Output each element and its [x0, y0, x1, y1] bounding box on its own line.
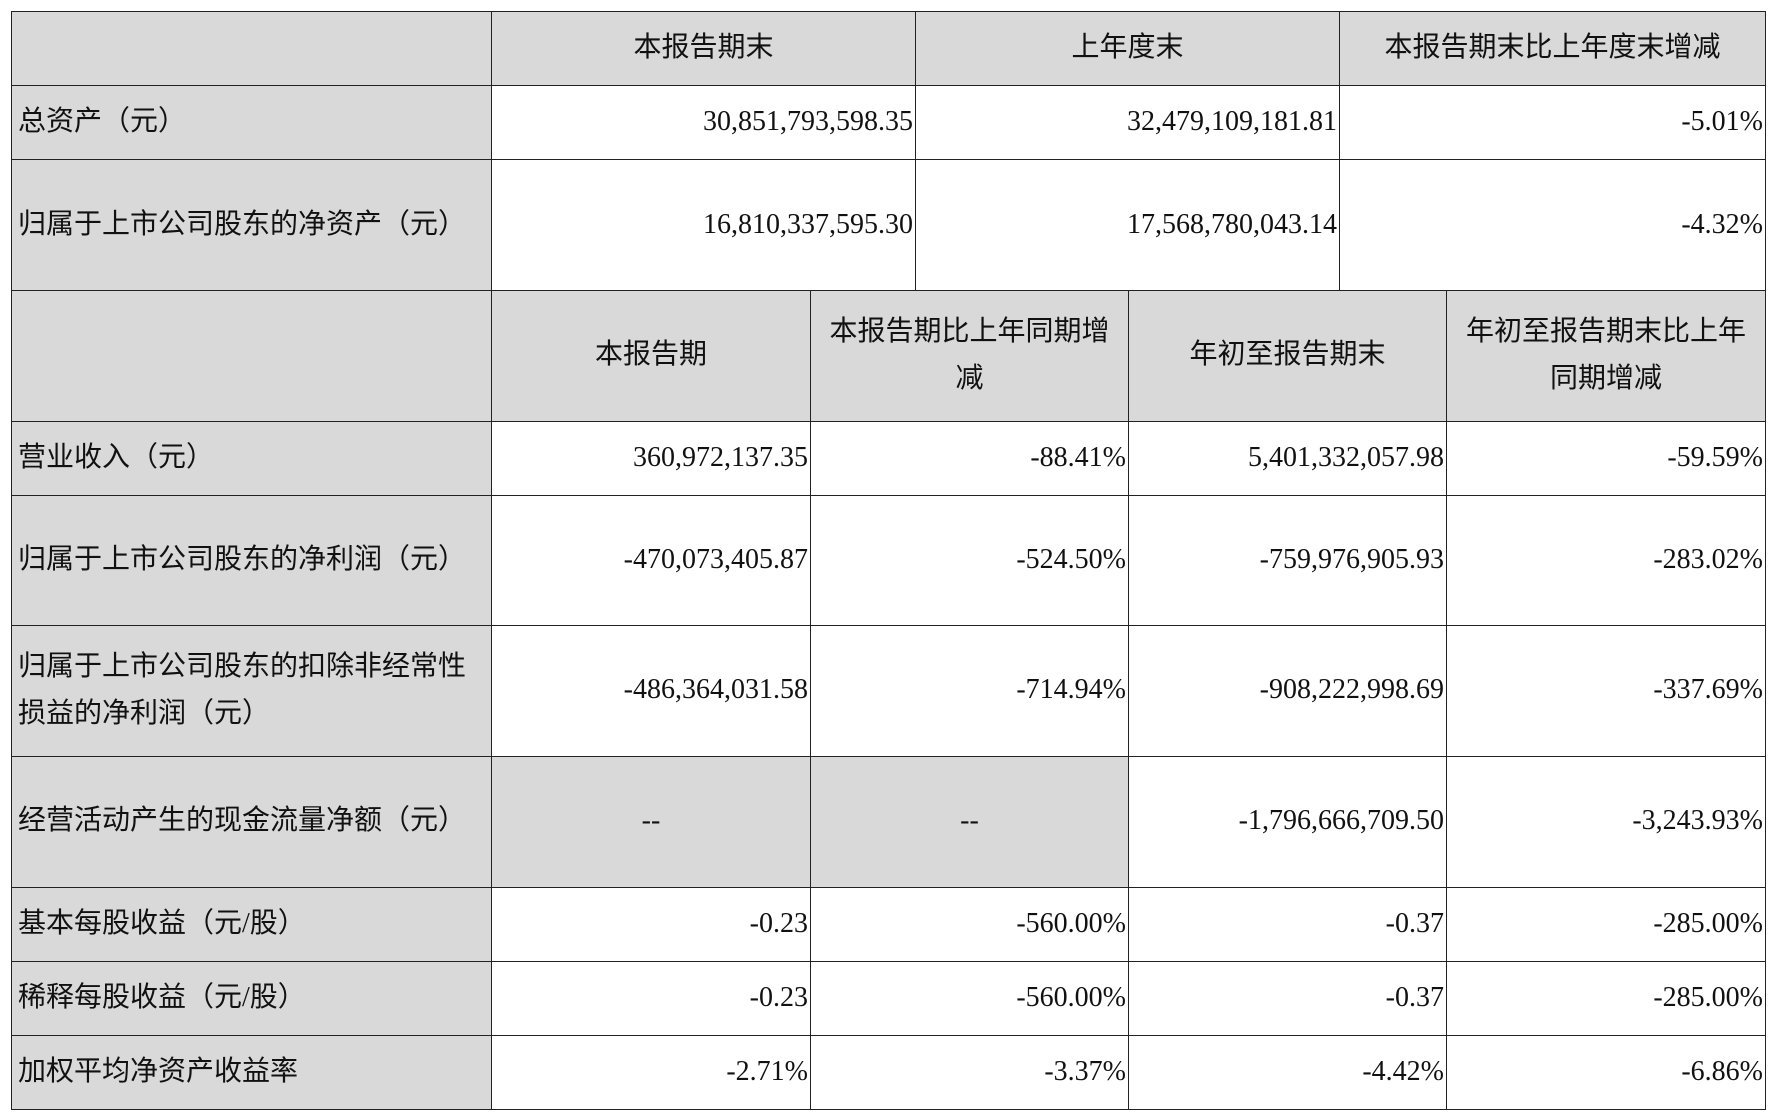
value-cell: 32,479,109,181.81 — [915, 85, 1340, 160]
value-cell: -560.00% — [810, 960, 1129, 1036]
header-row: 本报告期 本报告期比上年同期增减 年初至报告期末 年初至报告期末比上年同期增减 — [11, 289, 1766, 422]
data-row: 归属于上市公司股东的净利润（元） -470,073,405.87 -524.50% -… — [11, 494, 1766, 626]
value-cell: -470,073,405.87 — [491, 494, 811, 626]
value-cell: -337.69% — [1446, 624, 1766, 757]
header-cell: 本报告期末比上年度末增减 — [1339, 11, 1766, 86]
value-cell: -6.86% — [1446, 1034, 1766, 1110]
header-cell: 本报告期 — [491, 289, 811, 422]
value-cell: -759,976,905.93 — [1128, 494, 1447, 626]
value-cell: -88.41% — [810, 420, 1129, 496]
income-table: 本报告期 本报告期比上年同期增减 年初至报告期末 年初至报告期末比上年同期增减 营业收入… — [11, 289, 1766, 1110]
value-cell: -- — [491, 755, 811, 888]
value-cell: -0.23 — [491, 960, 811, 1036]
data-row: 加权平均净资产收益率 -2.71% -3.37% -4.42% -6.86% — [11, 1034, 1766, 1110]
row-label: 经营活动产生的现金流量净额（元） — [11, 755, 492, 888]
value-cell: -714.94% — [810, 624, 1129, 757]
value-cell: -524.50% — [810, 494, 1129, 626]
header-cell: 本报告期比上年同期增减 — [810, 289, 1129, 422]
value-cell: -0.37 — [1128, 886, 1447, 962]
value-cell: -285.00% — [1446, 960, 1766, 1036]
row-label: 归属于上市公司股东的净资产（元） — [11, 159, 492, 291]
data-row: 营业收入（元） 360,972,137.35 -88.41% 5,401,332,05… — [11, 420, 1766, 496]
value-cell: -486,364,031.58 — [491, 624, 811, 757]
header-row: 本报告期末 上年度末 本报告期末比上年度末增减 — [11, 11, 1766, 86]
value-cell: -5.01% — [1339, 85, 1766, 160]
corner-cell — [11, 289, 492, 422]
value-cell: -560.00% — [810, 886, 1129, 962]
value-cell: -2.71% — [491, 1034, 811, 1110]
data-row: 稀释每股收益（元/股） -0.23 -560.00% -0.37 -285.00% — [11, 960, 1766, 1036]
row-label: 总资产（元） — [11, 85, 492, 160]
row-label: 稀释每股收益（元/股） — [11, 960, 492, 1036]
value-cell: -0.23 — [491, 886, 811, 962]
data-row: 基本每股收益（元/股） -0.23 -560.00% -0.37 -285.00% — [11, 886, 1766, 962]
data-row: 总资产（元） 30,851,793,598.35 32,479,109,181.81… — [11, 85, 1766, 160]
value-cell: 17,568,780,043.14 — [915, 159, 1340, 291]
balance-table: 本报告期末 上年度末 本报告期末比上年度末增减 总资产（元） 30,851,793,59… — [11, 11, 1766, 291]
header-cell: 上年度末 — [915, 11, 1340, 86]
value-cell: 5,401,332,057.98 — [1128, 420, 1447, 496]
value-cell: -285.00% — [1446, 886, 1766, 962]
value-cell: -3.37% — [810, 1034, 1129, 1110]
header-cell: 年初至报告期末 — [1128, 289, 1447, 422]
row-label: 加权平均净资产收益率 — [11, 1034, 492, 1110]
value-cell: -4.32% — [1339, 159, 1766, 291]
row-label: 归属于上市公司股东的扣除非经常性损益的净利润（元） — [11, 624, 492, 757]
row-label: 营业收入（元） — [11, 420, 492, 496]
report: 本报告期末 上年度末 本报告期末比上年度末增减 总资产（元） 30,851,793,59… — [11, 11, 1766, 1110]
value-cell: -1,796,666,709.50 — [1128, 755, 1447, 888]
header-cell: 本报告期末 — [491, 11, 916, 86]
value-cell: 30,851,793,598.35 — [491, 85, 916, 160]
value-cell: 16,810,337,595.30 — [491, 159, 916, 291]
value-cell: -908,222,998.69 — [1128, 624, 1447, 757]
value-cell: -3,243.93% — [1446, 755, 1766, 888]
value-cell: -- — [810, 755, 1129, 888]
data-row: 归属于上市公司股东的扣除非经常性损益的净利润（元） -486,364,031.58… — [11, 624, 1766, 757]
data-row: 经营活动产生的现金流量净额（元） -- -- -1,796,666,709.50 -3,… — [11, 755, 1766, 888]
data-row: 归属于上市公司股东的净资产（元） 16,810,337,595.30 17,568,… — [11, 159, 1766, 291]
row-label: 基本每股收益（元/股） — [11, 886, 492, 962]
value-cell: -0.37 — [1128, 960, 1447, 1036]
value-cell: -59.59% — [1446, 420, 1766, 496]
value-cell: -283.02% — [1446, 494, 1766, 626]
value-cell: 360,972,137.35 — [491, 420, 811, 496]
value-cell: -4.42% — [1128, 1034, 1447, 1110]
header-cell: 年初至报告期末比上年同期增减 — [1446, 289, 1766, 422]
corner-cell — [11, 11, 492, 86]
row-label: 归属于上市公司股东的净利润（元） — [11, 494, 492, 626]
